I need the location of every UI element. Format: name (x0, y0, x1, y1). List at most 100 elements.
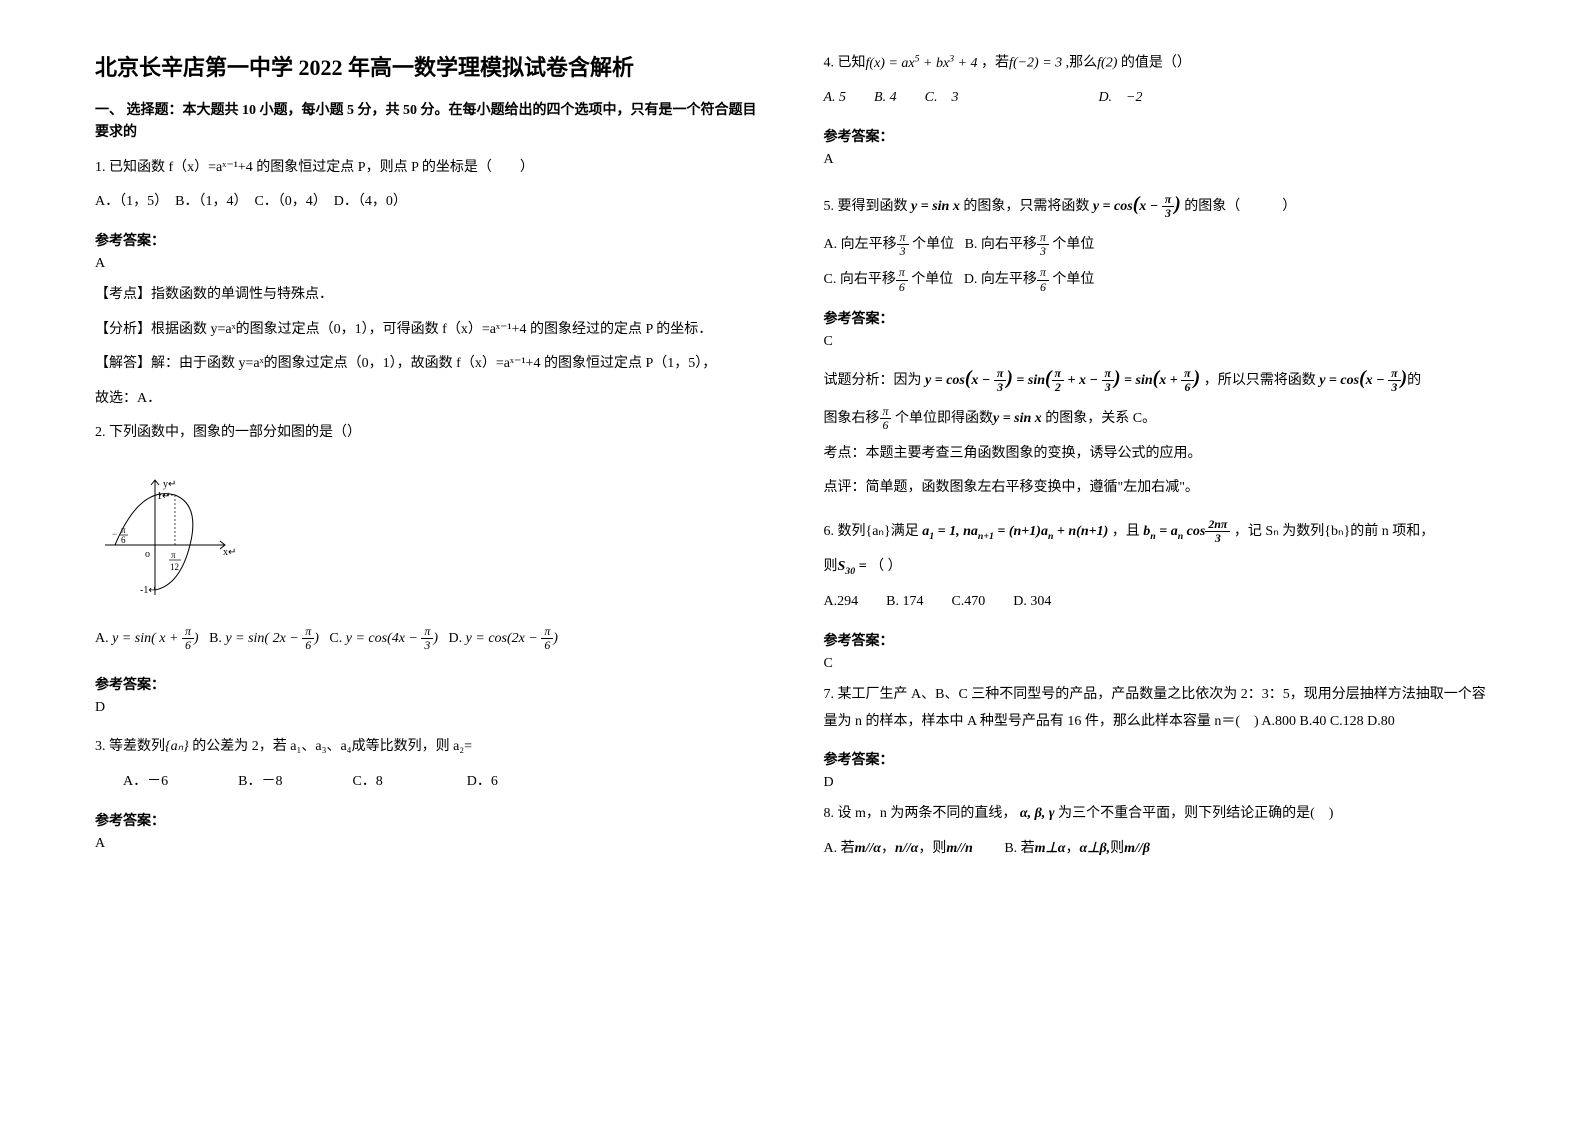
q7-answer: D (824, 775, 1493, 791)
q6-prefix: 6. 数列{aₙ}满足 (824, 524, 919, 539)
q6-formula1: a1 = 1, nan+1 = (n+1)an + n(n+1) (922, 524, 1108, 539)
q8-options: A. 若m//α，n//α，则m//n B. 若m⊥α，α⊥β,则m//β (824, 836, 1493, 863)
q3-answer: A (95, 836, 764, 852)
q5-opts-ab: A. 向左平移π3 个单位 B. 向右平移π3 个单位 (824, 231, 1493, 258)
q8-optA-f1: m//α (855, 841, 881, 856)
q2-optA-label: A. (95, 631, 109, 646)
svg-text:6: 6 (121, 535, 126, 545)
left-column: 北京长辛店第一中学 2022 年高一数学理模拟试卷含解析 一、 选择题：本大题共… (95, 50, 764, 1072)
q8-optA-prefix: A. 若 (824, 841, 855, 856)
q2-optA-formula: y = sin( x + π6) (112, 631, 198, 646)
q1-analysis1: 【考点】指数函数的单调性与特殊点． (95, 282, 764, 309)
q4-mid2: ,那么 (1062, 56, 1097, 71)
q7-answer-label: 参考答案： (824, 749, 1493, 769)
q2-options: A. y = sin( x + π6) B. y = sin( 2x − π6)… (95, 625, 764, 652)
q6-answer-label: 参考答案： (824, 630, 1493, 650)
q6-stem2: 则S30 = （ ） (824, 554, 1493, 581)
q4-suffix: 的值是（） (1117, 56, 1191, 71)
q1-analysis2: 【分析】根据函数 y=aˣ的图象过定点（0，1），可得函数 f（x）=aˣ⁻¹+… (95, 317, 764, 344)
q5-stem: 5. 要得到函数 y = sin x 的图象，只需将函数 y = cos(x −… (824, 186, 1493, 223)
q8-optB-m2: 则 (1110, 841, 1124, 856)
q2-optB-formula: y = sin( 2x − π6) (225, 631, 318, 646)
svg-text:o: o (145, 549, 150, 560)
q8-optB-prefix: B. 若 (976, 841, 1034, 856)
q5-formula2: y = cos(x − π3) (1093, 199, 1181, 214)
q6-stem: 6. 数列{aₙ}满足 a1 = 1, nan+1 = (n+1)an + n(… (824, 518, 1493, 546)
q6-options: A.294 B. 174 C.470 D. 304 (824, 589, 1493, 616)
q3-stem-mid: 的公差为 2，若 a₁、a₃、a₄成等比数列，则 a₂= (189, 739, 472, 754)
q5-mid: 的图象，只需将函数 (963, 199, 1089, 214)
q8-stem: 8. 设 m，n 为两条不同的直线， α, β, γ 为三个不重合平面，则下列结… (824, 801, 1493, 828)
q2-answer-label: 参考答案： (95, 674, 764, 694)
q3-answer-label: 参考答案： (95, 810, 764, 830)
q2-answer: D (95, 700, 764, 716)
q5-an1-prefix: 试题分析：因为 (824, 373, 922, 388)
q6-suffix: ，记 Sₙ 为数列{bₙ}的前 n 项和， (1234, 524, 1434, 539)
q6-formula3: S30 = (838, 559, 871, 574)
right-column: 4. 已知f(x) = ax5 + bx3 + 4 ，若f(−2) = 3 ,那… (824, 50, 1493, 1072)
q4-answer-label: 参考答案： (824, 126, 1493, 146)
q2-optC-formula: y = cos(4x − π3) (346, 631, 438, 646)
q5-analysis4: 点评：简单题，函数图象左右平移变换中，遵循"左加右减"。 (824, 475, 1493, 502)
q5-optD-suffix: 个单位 (1049, 272, 1095, 287)
q8-optB-f2: α⊥β, (1080, 841, 1111, 856)
q5-an1-tail: 的 (1407, 373, 1421, 388)
q8-mid: α, β, γ (1020, 806, 1055, 821)
q1-answer-label: 参考答案： (95, 230, 764, 250)
q6-formula2: bn = an cos2nπ3 (1143, 524, 1230, 539)
q2-optD-label: D. (449, 631, 463, 646)
q5-answer-label: 参考答案： (824, 308, 1493, 328)
q5-an1-formula: y = cos(x − π3) = sin(π2 + x − π3) = sin… (925, 373, 1200, 388)
svg-text:π: π (121, 525, 126, 535)
q1-stem: 1. 已知函数 f（x）=aˣ⁻¹+4 的图象恒过定点 P，则点 P 的坐标是（… (95, 155, 764, 182)
q8-optB-f3: m//β (1124, 841, 1150, 856)
q5-optA-suffix: 个单位 (909, 237, 955, 252)
q5-an2-mid: 个单位即得函数 (891, 411, 993, 426)
q3-stem-prefix: 3. 等差数列 (95, 739, 165, 754)
q4-formula2: f(−2) = 3 (1009, 56, 1062, 71)
q4-options: A. 5 B. 4 C. 3 D. −2 (824, 85, 1493, 112)
q8-optA-m2: ，则 (918, 841, 946, 856)
q5-optA-prefix: A. 向左平移 (824, 237, 897, 252)
q2-optC-label: C. (329, 631, 342, 646)
q5-answer: C (824, 334, 1493, 350)
q7-stem: 7. 某工厂生产 A、B、C 三种不同型号的产品，产品数量之比依次为 2：3：5… (824, 682, 1493, 735)
q4-mid1: ，若 (978, 56, 1010, 71)
q2-graph: y↵ x↵ o 1↵ − π 6 π 12 -1↵ (95, 465, 235, 605)
q5-analysis2: 图象右移π6 个单位即得函数y = sin x 的图象，关系 C。 (824, 405, 1493, 432)
q8-optA-f3: m//n (946, 841, 972, 856)
q3-stem-braced: {aₙ} (165, 739, 189, 754)
q4-formula1: f(x) = ax5 + bx3 + 4 (866, 56, 978, 71)
q6-mid: ，且 (1112, 524, 1140, 539)
q5-formula1: y = sin x (911, 199, 960, 214)
q5-an2-formula: y = sin x (993, 411, 1042, 426)
q2-stem: 2. 下列函数中，图象的一部分如图的是（） (95, 420, 764, 447)
q8-prefix: 8. 设 m，n 为两条不同的直线， (824, 806, 1017, 821)
svg-text:x↵: x↵ (223, 547, 235, 558)
q8-optA-m1: ， (881, 841, 895, 856)
q8-optB-m1: ， (1066, 841, 1080, 856)
q2-optD-formula: y = cos(2x − π6) (466, 631, 558, 646)
sine-graph-icon: y↵ x↵ o 1↵ − π 6 π 12 -1↵ (95, 465, 235, 605)
q5-opts-cd: C. 向右平移π6 个单位 D. 向左平移π6 个单位 (824, 266, 1493, 293)
q5-optB-suffix: 个单位 (1049, 237, 1095, 252)
q1-options: A．（1，5） B．（1，4） C．（0，4） D．（4，0） (95, 189, 764, 216)
q8-suffix: 为三个不重合平面，则下列结论正确的是( ) (1058, 806, 1333, 821)
q4-answer: A (824, 152, 1493, 168)
q8-optA-f2: n//α (895, 841, 918, 856)
svg-text:y↵: y↵ (163, 479, 176, 490)
q6-s2-suffix: （ ） (870, 559, 902, 574)
q5-optD-prefix: D. 向左平移 (964, 272, 1037, 287)
q2-optB-label: B. (209, 631, 222, 646)
section-header: 一、 选择题：本大题共 10 小题，每小题 5 分，共 50 分。在每小题给出的… (95, 100, 764, 145)
q1-analysis3: 【解答】解：由于函数 y=aˣ的图象过定点（0，1），故函数 f（x）=aˣ⁻¹… (95, 351, 764, 378)
q4-stem: 4. 已知f(x) = ax5 + bx3 + 4 ，若f(−2) = 3 ,那… (824, 50, 1493, 77)
q5-an2-prefix: 图象右移 (824, 411, 880, 426)
q5-optB-prefix: B. 向右平移 (965, 237, 1037, 252)
q4-prefix: 4. 已知 (824, 56, 866, 71)
q5-analysis1: 试题分析：因为 y = cos(x − π3) = sin(π2 + x − π… (824, 360, 1493, 397)
q5-prefix: 5. 要得到函数 (824, 199, 908, 214)
q3-options: A．－6 B．－8 C．8 D．6 (95, 769, 764, 796)
q5-an1-formula2: y = cos(x − π3) (1319, 373, 1407, 388)
q5-suffix: 的图象（ ） (1184, 199, 1296, 214)
